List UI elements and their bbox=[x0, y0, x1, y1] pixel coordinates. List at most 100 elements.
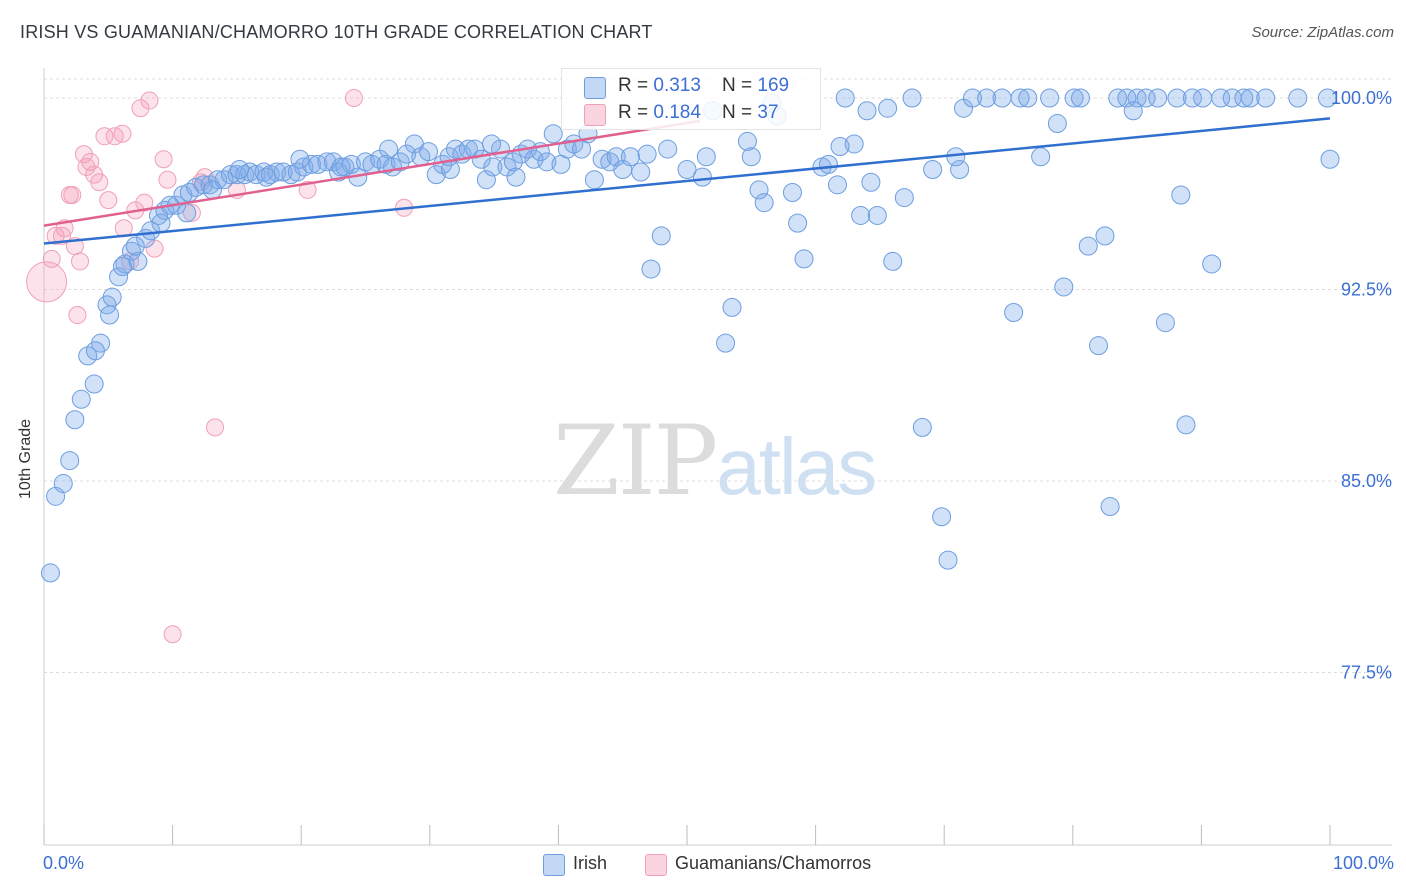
y-tick-labels: 77.5% 85.0% 92.5% 100.0% bbox=[1331, 88, 1392, 683]
irish-point bbox=[962, 88, 982, 108]
irish-point bbox=[938, 550, 958, 570]
irish-point bbox=[397, 144, 417, 164]
irish-point bbox=[992, 88, 1012, 108]
irish-point bbox=[844, 134, 864, 154]
irish-point bbox=[754, 193, 774, 213]
trend-lines bbox=[43, 117, 1331, 245]
irish-n: N = 169 bbox=[722, 75, 789, 97]
irish-point bbox=[379, 139, 399, 159]
guam-n-value: 37 bbox=[757, 102, 779, 123]
irish-point bbox=[1320, 149, 1340, 169]
irish-swatch bbox=[584, 77, 606, 99]
irish-point bbox=[482, 134, 502, 154]
legend-irish-label: Irish bbox=[573, 853, 608, 873]
irish-point bbox=[946, 147, 966, 167]
irish-point bbox=[749, 180, 769, 200]
irish-r-value: 0.313 bbox=[653, 75, 701, 96]
irish-point bbox=[977, 88, 997, 108]
guam-point bbox=[68, 306, 87, 325]
irish-r: R = 0.313 bbox=[618, 75, 701, 97]
irish-point bbox=[1004, 302, 1024, 322]
irish-point bbox=[121, 241, 141, 261]
irish-point bbox=[830, 137, 850, 157]
irish-point bbox=[637, 144, 657, 164]
irish-point bbox=[476, 170, 496, 190]
guam-point bbox=[163, 625, 182, 644]
irish-point bbox=[503, 152, 523, 172]
irish-point bbox=[1100, 497, 1120, 517]
irish-point bbox=[651, 226, 671, 246]
guam-r-value: 0.184 bbox=[653, 102, 701, 123]
y-axis-label-wrap: 10th Grade bbox=[8, 380, 48, 540]
irish-point bbox=[151, 213, 171, 233]
irish-point bbox=[1167, 88, 1187, 108]
x-tick-min: 0.0% bbox=[43, 853, 85, 873]
guam-point bbox=[158, 170, 177, 189]
irish-point bbox=[537, 152, 557, 172]
irish-point bbox=[932, 507, 952, 527]
guam-point bbox=[182, 203, 201, 222]
irish-point bbox=[878, 98, 898, 118]
irish-point bbox=[1010, 88, 1030, 108]
irish-point bbox=[128, 251, 148, 271]
irish-point bbox=[696, 147, 716, 167]
irish-point bbox=[1054, 277, 1074, 297]
irish-point bbox=[950, 159, 970, 179]
guam-n: N = 37 bbox=[722, 102, 779, 124]
irish-point bbox=[1031, 147, 1051, 167]
irish-point bbox=[301, 154, 321, 174]
irish-point bbox=[1089, 336, 1109, 356]
irish-point bbox=[1240, 88, 1260, 108]
irish-point bbox=[1202, 254, 1222, 274]
source-credit[interactable]: Source: ZipAtlas.com bbox=[1251, 24, 1394, 41]
irish-point bbox=[1123, 101, 1143, 121]
irish-point bbox=[256, 167, 276, 187]
irish-point bbox=[894, 188, 914, 208]
irish-n-value: 169 bbox=[757, 75, 790, 96]
guam-point bbox=[131, 99, 150, 118]
irish-point bbox=[483, 157, 503, 177]
irish-point bbox=[867, 205, 887, 225]
irish-point bbox=[1211, 88, 1231, 108]
irish-point bbox=[692, 167, 712, 187]
guam-point bbox=[63, 186, 82, 205]
irish-point bbox=[290, 149, 310, 169]
x-tick-max: 100.0% bbox=[1332, 853, 1394, 873]
irish-point bbox=[1064, 88, 1084, 108]
irish-point bbox=[1040, 88, 1060, 108]
irish-point bbox=[419, 142, 439, 162]
axes bbox=[43, 68, 1392, 846]
irish-point bbox=[923, 159, 943, 179]
irish-point bbox=[426, 165, 446, 185]
irish-point bbox=[202, 180, 222, 200]
irish-point bbox=[1117, 88, 1137, 108]
irish-point bbox=[440, 159, 460, 179]
irish-point bbox=[912, 417, 932, 437]
stats-legend: R = 0.313 N = 169 R = 0.184 N = 37 bbox=[561, 68, 821, 130]
irish-point bbox=[1148, 88, 1168, 108]
irish-point bbox=[193, 175, 213, 195]
irish-point bbox=[1288, 88, 1308, 108]
irish-point bbox=[125, 236, 145, 256]
irish-point bbox=[1018, 88, 1038, 108]
irish-point bbox=[782, 182, 802, 202]
irish-point bbox=[109, 267, 129, 287]
irish-point bbox=[229, 159, 249, 179]
guam-point bbox=[71, 252, 90, 271]
guam-point bbox=[42, 249, 61, 268]
guam-point bbox=[26, 261, 68, 303]
irish-trend-line bbox=[43, 117, 1331, 245]
irish-point bbox=[112, 257, 132, 277]
irish-point bbox=[584, 170, 604, 190]
guam-r-label: R = bbox=[618, 102, 649, 123]
irish-point bbox=[1193, 88, 1213, 108]
irish-point bbox=[60, 451, 80, 471]
irish-point bbox=[851, 205, 871, 225]
irish-point bbox=[641, 259, 661, 279]
irish-r-label: R = bbox=[618, 75, 649, 96]
guam-point bbox=[99, 191, 118, 210]
legend-guam-swatch bbox=[645, 854, 667, 876]
irish-point bbox=[331, 157, 351, 177]
irish-point bbox=[883, 251, 903, 271]
